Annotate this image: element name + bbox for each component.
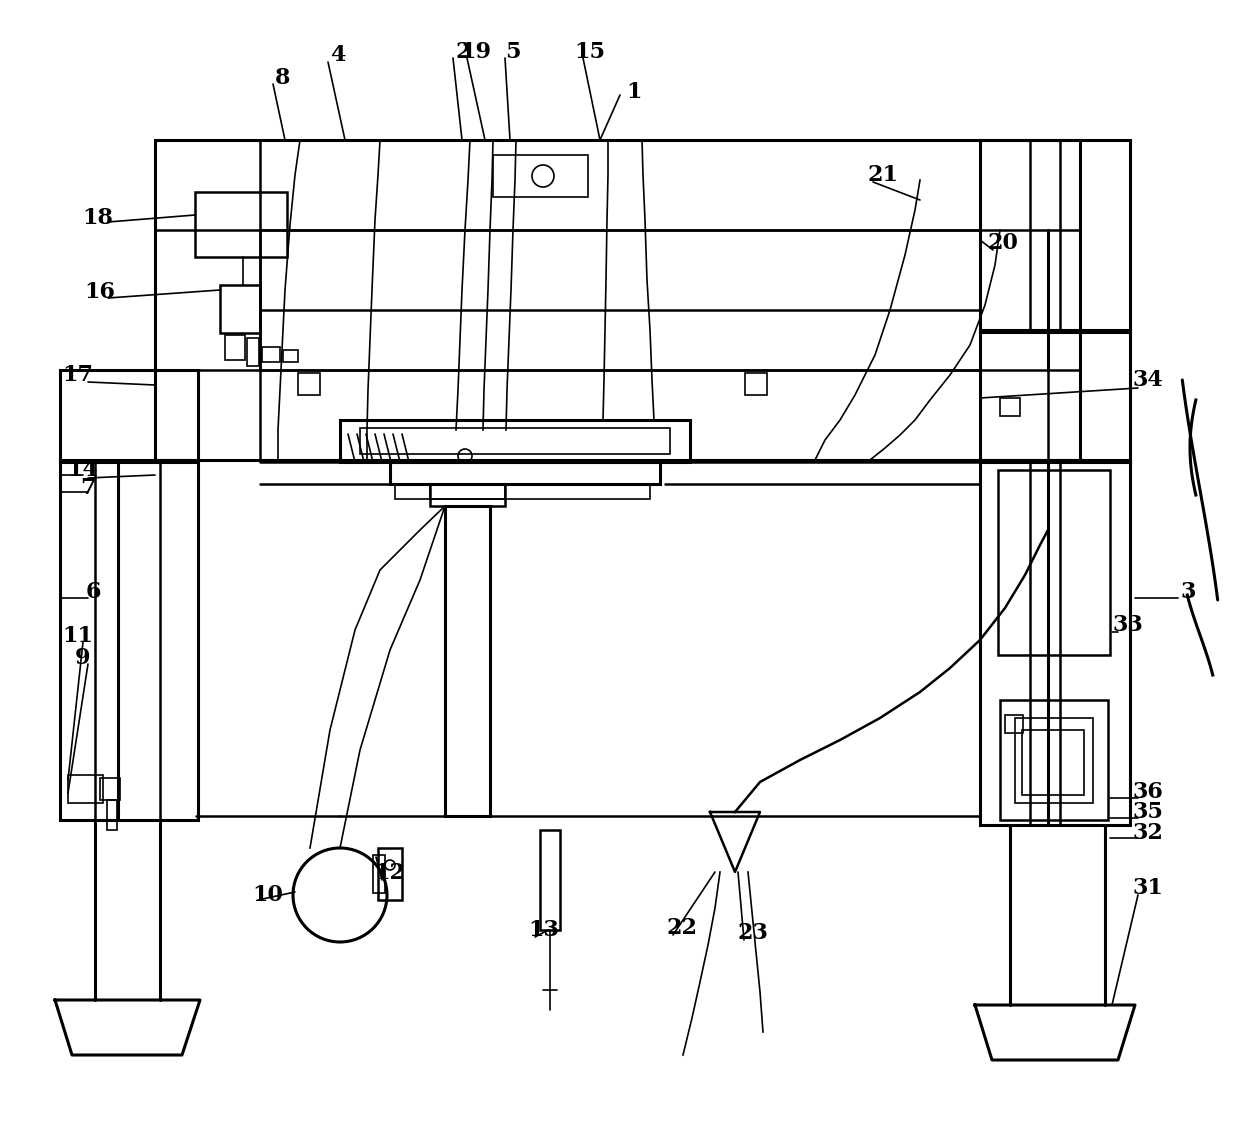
Bar: [360, 428, 670, 454]
Text: 1: 1: [626, 81, 642, 103]
Text: 22: 22: [667, 917, 697, 939]
Bar: [1016, 718, 1092, 803]
Text: 32: 32: [1132, 822, 1163, 844]
Text: 23: 23: [738, 922, 769, 943]
Bar: [494, 155, 588, 197]
Bar: [980, 139, 1130, 332]
Bar: [980, 330, 1130, 462]
Text: 11: 11: [62, 625, 93, 648]
Bar: [107, 799, 117, 830]
Bar: [1004, 716, 1023, 733]
Bar: [262, 347, 280, 362]
Bar: [445, 506, 490, 816]
Text: 2: 2: [455, 41, 471, 64]
Text: 7: 7: [81, 477, 95, 499]
Text: 15: 15: [574, 41, 605, 64]
Bar: [298, 373, 320, 395]
Bar: [539, 830, 560, 930]
Bar: [68, 775, 103, 803]
Bar: [219, 285, 260, 333]
Text: 13: 13: [528, 919, 559, 941]
Bar: [60, 460, 198, 820]
Text: 34: 34: [1132, 369, 1163, 391]
Bar: [224, 335, 246, 359]
Bar: [430, 484, 505, 499]
Bar: [391, 462, 660, 484]
Bar: [340, 420, 689, 462]
Bar: [1022, 730, 1084, 795]
Text: 14: 14: [67, 459, 98, 481]
Text: 8: 8: [275, 67, 290, 88]
Text: 6: 6: [86, 581, 100, 603]
Text: 36: 36: [1132, 781, 1163, 803]
Bar: [60, 370, 198, 462]
Bar: [373, 855, 384, 892]
Text: 12: 12: [374, 862, 405, 885]
Text: 9: 9: [76, 648, 91, 669]
Text: 18: 18: [83, 208, 114, 229]
Bar: [260, 230, 980, 370]
Text: 19: 19: [460, 41, 491, 64]
Bar: [378, 848, 402, 900]
Text: 31: 31: [1132, 877, 1163, 899]
Bar: [283, 350, 298, 362]
Text: 5: 5: [505, 41, 521, 64]
Text: 4: 4: [330, 44, 346, 66]
Bar: [999, 700, 1109, 820]
Text: 10: 10: [253, 885, 284, 906]
Bar: [999, 398, 1021, 416]
Bar: [396, 484, 650, 499]
Bar: [430, 484, 505, 506]
Bar: [247, 338, 259, 366]
Bar: [155, 139, 1080, 460]
Bar: [998, 469, 1110, 655]
Text: 33: 33: [1112, 613, 1143, 636]
Text: 16: 16: [84, 281, 115, 303]
Bar: [745, 373, 768, 395]
Text: 35: 35: [1132, 801, 1163, 823]
Bar: [195, 192, 286, 257]
Text: 17: 17: [62, 364, 93, 386]
Text: 3: 3: [1180, 581, 1195, 603]
Text: 21: 21: [868, 164, 899, 186]
Text: 20: 20: [987, 232, 1018, 254]
Bar: [100, 778, 120, 799]
Bar: [980, 460, 1130, 826]
